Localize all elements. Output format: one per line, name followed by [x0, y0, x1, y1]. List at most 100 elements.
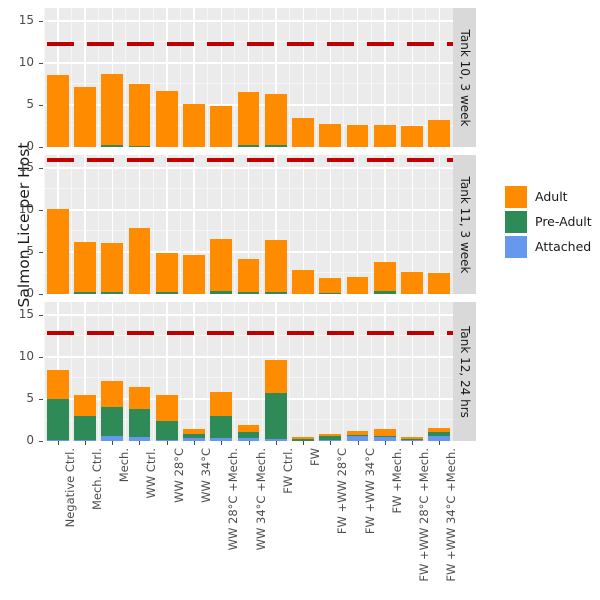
- bar-stack[interactable]: [183, 302, 205, 441]
- bar-stack[interactable]: [428, 8, 451, 147]
- bar-stack[interactable]: [46, 302, 69, 441]
- bar-stack[interactable]: [373, 8, 396, 147]
- bar-segment-pre-adult[interactable]: [73, 415, 96, 441]
- bar-stack[interactable]: [428, 302, 451, 441]
- bar-segment-pre-adult[interactable]: [264, 145, 287, 147]
- bar-segment-adult[interactable]: [401, 272, 423, 294]
- bar-segment-adult[interactable]: [373, 125, 396, 147]
- bar-segment-pre-adult[interactable]: [346, 434, 369, 437]
- bar-segment-pre-adult[interactable]: [210, 291, 233, 294]
- bar-segment-adult[interactable]: [237, 258, 260, 293]
- bar-segment-adult[interactable]: [155, 253, 178, 293]
- bar-segment-adult[interactable]: [101, 73, 124, 146]
- bar-stack[interactable]: [373, 302, 396, 441]
- bar-segment-attached[interactable]: [401, 440, 423, 441]
- bar-segment-pre-adult[interactable]: [183, 433, 205, 439]
- bar-segment-adult[interactable]: [210, 105, 233, 147]
- bar-stack[interactable]: [264, 302, 287, 441]
- bar-segment-adult[interactable]: [73, 241, 96, 293]
- bar-segment-pre-adult[interactable]: [101, 407, 124, 437]
- bar-segment-adult[interactable]: [237, 92, 260, 146]
- bar-stack[interactable]: [210, 302, 233, 441]
- bar-segment-adult[interactable]: [401, 437, 423, 440]
- bar-segment-adult[interactable]: [292, 270, 314, 294]
- bar-segment-attached[interactable]: [264, 439, 287, 441]
- bar-segment-adult[interactable]: [428, 272, 451, 294]
- bar-segment-adult[interactable]: [210, 392, 233, 416]
- bar-segment-pre-adult[interactable]: [128, 409, 151, 437]
- bar-stack[interactable]: [292, 302, 314, 441]
- bar-segment-attached[interactable]: [373, 435, 396, 441]
- bar-segment-pre-adult[interactable]: [237, 431, 260, 439]
- bar-stack[interactable]: [346, 302, 369, 441]
- bar-segment-attached[interactable]: [428, 435, 451, 441]
- bar-stack[interactable]: [401, 155, 423, 294]
- bar-segment-adult[interactable]: [46, 74, 69, 147]
- bar-segment-pre-adult[interactable]: [155, 421, 178, 441]
- bar-segment-adult[interactable]: [373, 262, 396, 292]
- bar-stack[interactable]: [264, 155, 287, 294]
- bar-stack[interactable]: [264, 8, 287, 147]
- bar-segment-adult[interactable]: [428, 427, 451, 433]
- bar-stack[interactable]: [428, 155, 451, 294]
- bar-stack[interactable]: [292, 8, 314, 147]
- bar-stack[interactable]: [237, 155, 260, 294]
- bar-stack[interactable]: [401, 302, 423, 441]
- bar-segment-adult[interactable]: [264, 240, 287, 292]
- bar-segment-adult[interactable]: [183, 104, 205, 147]
- bar-segment-attached[interactable]: [73, 440, 96, 441]
- bar-segment-pre-adult[interactable]: [373, 435, 396, 437]
- bar-segment-adult[interactable]: [319, 278, 342, 294]
- bar-segment-adult[interactable]: [210, 238, 233, 292]
- bar-segment-attached[interactable]: [210, 437, 233, 441]
- bar-segment-pre-adult[interactable]: [401, 439, 423, 441]
- bar-stack[interactable]: [237, 302, 260, 441]
- bar-stack[interactable]: [373, 155, 396, 294]
- bar-segment-adult[interactable]: [292, 436, 314, 440]
- bar-stack[interactable]: [292, 155, 314, 294]
- bar-stack[interactable]: [73, 302, 96, 441]
- bar-stack[interactable]: [73, 155, 96, 294]
- bar-segment-pre-adult[interactable]: [264, 291, 287, 294]
- bar-segment-adult[interactable]: [46, 208, 69, 294]
- bar-stack[interactable]: [210, 8, 233, 147]
- bar-stack[interactable]: [346, 8, 369, 147]
- bar-segment-pre-adult[interactable]: [155, 292, 178, 294]
- bar-segment-pre-adult[interactable]: [73, 292, 96, 294]
- bar-segment-pre-adult[interactable]: [292, 439, 314, 441]
- bar-stack[interactable]: [319, 155, 342, 294]
- bar-stack[interactable]: [46, 8, 69, 147]
- bar-segment-adult[interactable]: [237, 424, 260, 432]
- bar-segment-pre-adult[interactable]: [101, 145, 124, 147]
- bar-segment-pre-adult[interactable]: [264, 392, 287, 440]
- bar-segment-pre-adult[interactable]: [319, 293, 342, 294]
- bar-segment-adult[interactable]: [128, 386, 151, 410]
- bar-stack[interactable]: [210, 155, 233, 294]
- bar-segment-adult[interactable]: [155, 394, 178, 422]
- bar-segment-adult[interactable]: [155, 90, 178, 147]
- bar-segment-adult[interactable]: [292, 117, 314, 147]
- bar-segment-adult[interactable]: [319, 434, 342, 437]
- bar-segment-attached[interactable]: [346, 436, 369, 441]
- bar-stack[interactable]: [155, 302, 178, 441]
- bar-segment-adult[interactable]: [183, 428, 205, 434]
- bar-segment-attached[interactable]: [319, 440, 342, 441]
- bar-segment-pre-adult[interactable]: [46, 398, 69, 440]
- bar-stack[interactable]: [73, 8, 96, 147]
- bar-stack[interactable]: [128, 302, 151, 441]
- bar-stack[interactable]: [101, 155, 124, 294]
- bar-segment-pre-adult[interactable]: [237, 292, 260, 294]
- bar-stack[interactable]: [101, 302, 124, 441]
- bar-segment-adult[interactable]: [101, 381, 124, 408]
- bar-segment-pre-adult[interactable]: [373, 291, 396, 294]
- bar-stack[interactable]: [237, 8, 260, 147]
- bar-segment-pre-adult[interactable]: [210, 415, 233, 438]
- bar-stack[interactable]: [183, 155, 205, 294]
- bar-segment-adult[interactable]: [73, 87, 96, 147]
- bar-stack[interactable]: [128, 155, 151, 294]
- bar-segment-adult[interactable]: [428, 120, 451, 147]
- bar-segment-attached[interactable]: [46, 439, 69, 441]
- bar-segment-attached[interactable]: [237, 438, 260, 441]
- bar-segment-pre-adult[interactable]: [101, 292, 124, 294]
- bar-segment-adult[interactable]: [319, 123, 342, 147]
